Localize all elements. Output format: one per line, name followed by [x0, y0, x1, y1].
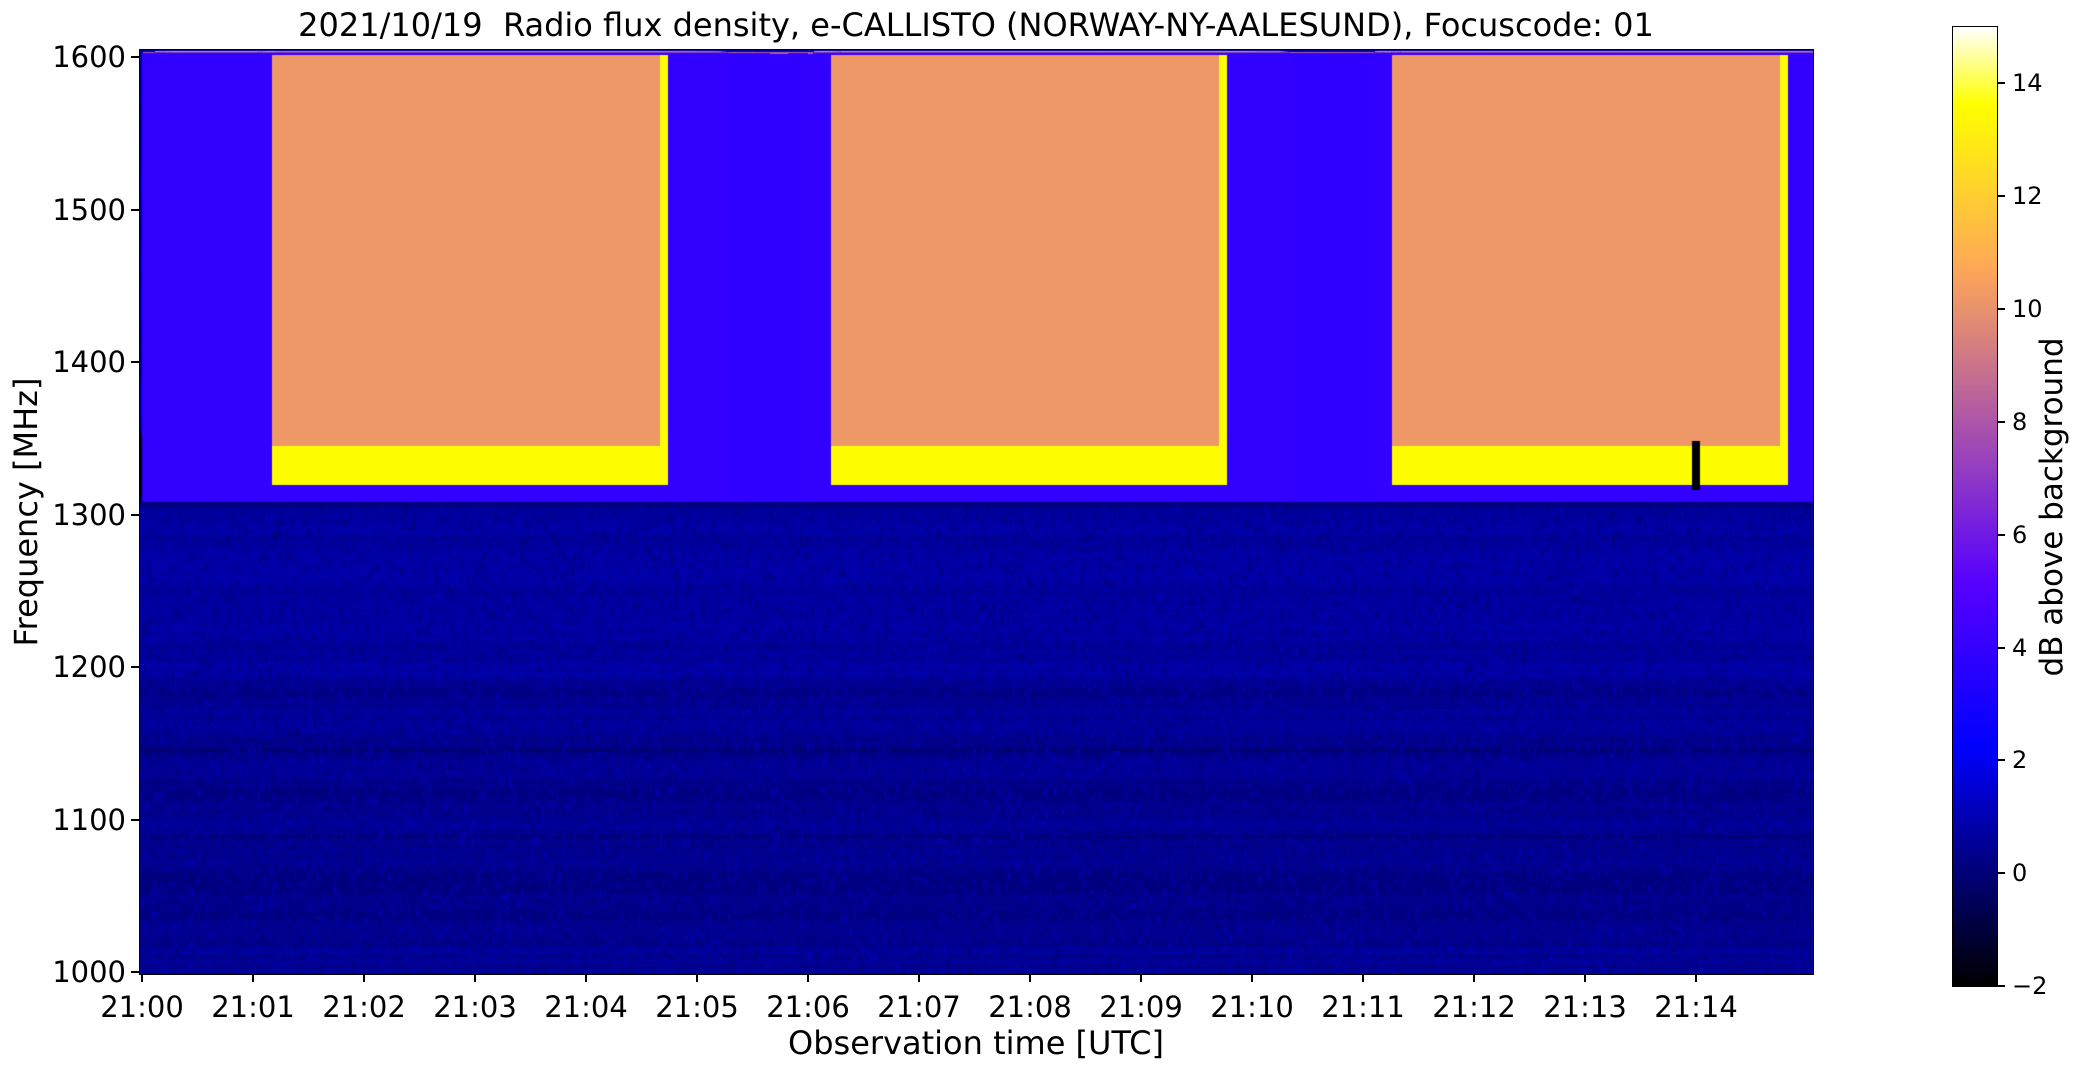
y-axis-tick [131, 971, 139, 973]
x-axis-tick-label: 21:02 [322, 990, 406, 1024]
chart-title: 2021/10/19 Radio flux density, e-CALLIST… [298, 6, 1654, 44]
y-axis-tick [131, 208, 139, 211]
y-axis-tick-label: 1400 [52, 345, 126, 379]
x-axis-tick-label: 21:14 [1654, 990, 1738, 1024]
x-axis-tick [252, 974, 254, 982]
x-axis-tick-label: 21:05 [655, 990, 739, 1024]
x-axis-tick-label: 21:00 [100, 990, 184, 1024]
y-axis-tick [131, 666, 139, 668]
x-axis-tick-label: 21:10 [1210, 990, 1294, 1024]
y-axis-tick-label: 1300 [52, 497, 126, 532]
y-axis-tick-label: 1500 [52, 192, 126, 227]
y-axis-tick-label: 1000 [52, 955, 126, 989]
colorbar-tick [1998, 533, 2005, 536]
spectrogram-canvas [140, 50, 1813, 974]
y-axis-tick-label: 1200 [52, 650, 126, 684]
x-axis-tick-label: 21:06 [766, 990, 850, 1024]
x-axis-tick-label: 21:03 [433, 990, 517, 1024]
x-axis-tick-label: 21:11 [1321, 990, 1405, 1024]
x-axis-tick [807, 974, 809, 982]
y-axis-tick-label: 1600 [52, 40, 126, 74]
colorbar-tick-label: 10 [2012, 295, 2043, 324]
colorbar-canvas [1953, 27, 1997, 986]
colorbar-tick [1998, 308, 2005, 311]
colorbar-tick [1998, 82, 2005, 85]
y-axis-tick [131, 56, 139, 58]
colorbar-tick [1998, 195, 2005, 198]
x-axis-tick [363, 974, 365, 982]
x-axis-tick-label: 21:09 [1099, 990, 1183, 1024]
x-axis-tick [585, 974, 587, 982]
colorbar-tick-label: 12 [2012, 182, 2043, 211]
colorbar-tick-label: 4 [2012, 633, 2028, 662]
colorbar-tick-label: 0 [2012, 859, 2028, 888]
x-axis-tick [141, 974, 143, 982]
colorbar-tick-label: 14 [2012, 69, 2043, 98]
x-axis-tick [1584, 974, 1586, 982]
x-axis-tick-label: 21:13 [1543, 990, 1627, 1024]
y-axis-tick-label: 1100 [52, 802, 126, 837]
y-axis-tick [131, 513, 139, 516]
x-axis-tick [1362, 974, 1364, 982]
colorbar-label: dB above background [2034, 337, 2070, 677]
colorbar-tick [1998, 985, 2005, 987]
x-axis-tick-label: 21:04 [544, 990, 628, 1024]
colorbar-tick-label: 6 [2012, 520, 2028, 549]
x-axis-tick [696, 974, 698, 982]
x-axis-tick-label: 21:01 [211, 990, 295, 1024]
colorbar-tick-label: −2 [2012, 972, 2048, 1000]
x-axis-tick [474, 974, 476, 982]
x-axis-tick [1251, 974, 1253, 982]
x-axis-tick [918, 974, 920, 982]
y-axis-tick [131, 361, 139, 363]
colorbar [1952, 26, 1998, 987]
x-axis-tick [1695, 974, 1697, 982]
colorbar-tick-label: 2 [2012, 746, 2028, 775]
colorbar-tick [1998, 646, 2005, 649]
x-axis-tick-label: 21:08 [988, 990, 1072, 1024]
colorbar-tick-label: 8 [2012, 407, 2028, 436]
colorbar-tick [1998, 872, 2005, 875]
x-axis-tick-label: 21:07 [877, 990, 961, 1024]
plot-frame [139, 49, 1814, 975]
x-axis-tick [1473, 974, 1475, 982]
colorbar-tick [1998, 420, 2005, 423]
x-axis-tick [1140, 974, 1142, 982]
x-axis-tick [1029, 974, 1031, 982]
colorbar-tick [1998, 759, 2005, 762]
y-axis-tick [131, 818, 139, 821]
x-axis-label: Observation time [UTC] [788, 1024, 1164, 1062]
x-axis-tick-label: 21:12 [1432, 990, 1516, 1024]
